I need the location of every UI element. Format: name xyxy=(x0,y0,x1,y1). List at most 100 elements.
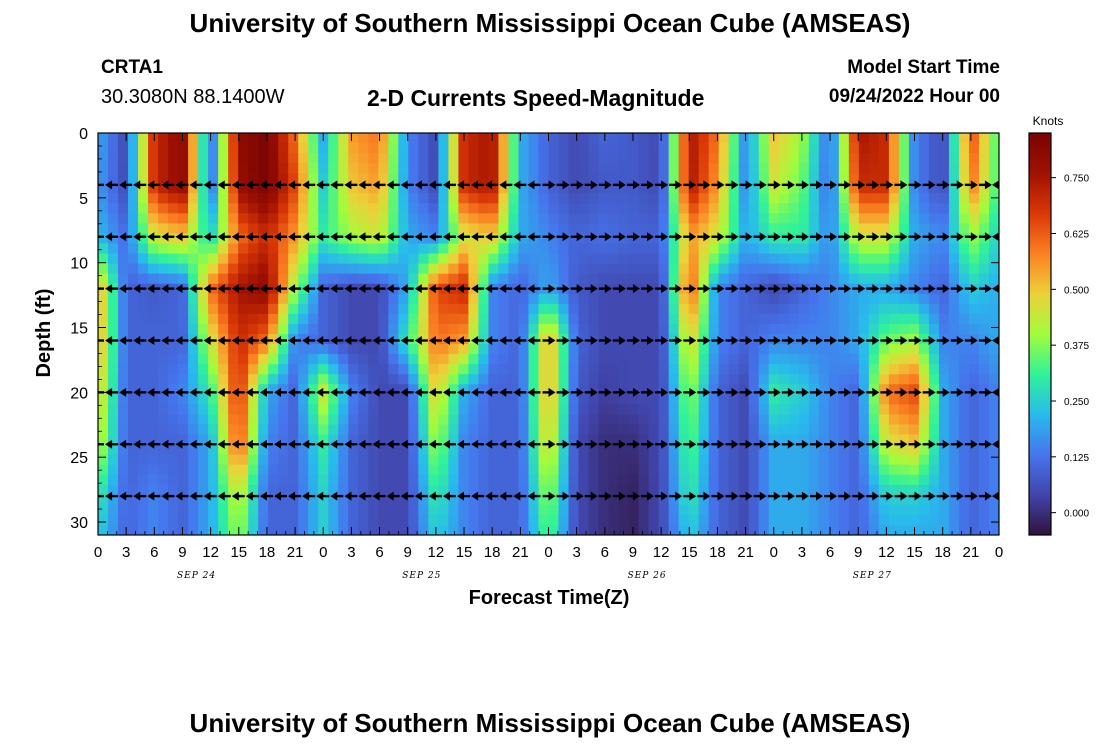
current-arrow xyxy=(824,491,838,501)
heatmap-cell xyxy=(788,334,800,345)
heatmap-cell xyxy=(628,454,640,466)
heatmap-cell xyxy=(158,173,169,184)
heatmap-cell xyxy=(328,494,339,506)
heatmap-cell xyxy=(418,313,429,325)
heatmap-cell xyxy=(408,193,419,204)
heatmap-cell xyxy=(428,223,439,235)
heatmap-cell xyxy=(328,173,339,184)
heatmap-cell xyxy=(228,394,239,405)
current-arrow xyxy=(457,387,471,397)
heatmap-cell xyxy=(898,193,910,204)
heatmap-cell xyxy=(448,203,459,214)
heatmap-cell xyxy=(118,524,129,535)
current-arrow xyxy=(245,335,259,345)
heatmap-cell xyxy=(648,273,660,285)
heatmap-cell xyxy=(268,474,279,486)
heatmap-cell xyxy=(368,394,379,405)
heatmap-cell xyxy=(938,163,950,174)
heatmap-cell xyxy=(868,203,880,214)
current-arrow xyxy=(739,439,753,449)
current-arrow xyxy=(683,284,697,294)
heatmap-cell xyxy=(298,173,309,184)
heatmap-cell xyxy=(748,434,760,446)
heatmap-cell xyxy=(908,474,920,486)
heatmap-cell xyxy=(688,474,700,486)
current-arrow xyxy=(669,491,683,501)
heatmap-cell xyxy=(118,263,129,275)
heatmap-cell xyxy=(548,323,560,335)
heatmap-cell xyxy=(228,253,239,265)
heatmap-cell xyxy=(138,233,149,245)
current-arrow xyxy=(922,439,936,449)
heatmap-cell xyxy=(848,223,860,235)
heatmap-cell xyxy=(218,374,229,385)
heatmap-cell xyxy=(288,434,299,446)
current-arrow-head xyxy=(274,439,282,449)
current-arrow-head xyxy=(316,439,324,449)
heatmap-cell xyxy=(98,263,109,275)
heatmap-cell xyxy=(328,313,339,325)
heatmap-cell xyxy=(318,374,329,385)
current-arrow-head xyxy=(372,439,380,449)
heatmap-cell xyxy=(398,514,409,526)
heatmap-cell xyxy=(258,424,269,436)
heatmap-cell xyxy=(708,323,720,335)
current-arrow-head xyxy=(372,491,380,501)
heatmap-cell xyxy=(558,474,570,486)
heatmap-cell xyxy=(508,414,520,426)
heatmap-cell xyxy=(428,153,439,164)
heatmap-cell xyxy=(828,354,840,365)
heatmap-cell xyxy=(588,354,600,365)
heatmap-cell xyxy=(818,313,830,325)
heatmap-cell xyxy=(218,504,229,516)
heatmap-cell xyxy=(258,143,269,154)
heatmap-cell xyxy=(588,253,600,265)
current-arrow xyxy=(655,232,669,242)
heatmap-cell xyxy=(628,364,640,375)
heatmap-cell xyxy=(788,243,800,255)
heatmap-cell xyxy=(948,524,960,535)
heatmap-cell xyxy=(858,243,870,255)
heatmap-cell xyxy=(118,354,129,365)
heatmap-cell xyxy=(778,263,790,275)
heatmap-cell xyxy=(358,444,369,456)
heatmap-cell xyxy=(558,163,570,174)
heatmap-cell xyxy=(528,173,540,184)
heatmap-cell xyxy=(678,143,690,154)
heatmap-cell xyxy=(318,233,329,245)
heatmap-cell xyxy=(478,364,490,375)
heatmap-cell xyxy=(978,484,990,496)
heatmap-cell xyxy=(698,143,710,154)
heatmap-cell xyxy=(908,424,920,436)
current-arrow-head xyxy=(274,284,282,294)
heatmap-cell xyxy=(208,153,219,164)
heatmap-cell xyxy=(848,344,860,355)
heatmap-cell xyxy=(748,384,760,395)
heatmap-cell xyxy=(968,494,980,506)
current-arrow xyxy=(598,491,612,501)
heatmap-cell xyxy=(488,454,500,466)
current-arrow xyxy=(669,439,683,449)
heatmap-cell xyxy=(268,133,279,144)
heatmap-cell xyxy=(138,163,149,174)
heatmap-cell xyxy=(408,203,419,214)
heatmap-cell xyxy=(808,494,820,506)
current-arrow xyxy=(147,180,161,190)
current-arrow-head xyxy=(105,491,113,501)
current-arrow-head xyxy=(787,491,795,501)
heatmap-cell xyxy=(288,484,299,496)
heatmap-cell xyxy=(888,454,900,466)
current-arrow xyxy=(133,335,147,345)
heatmap-cell xyxy=(318,344,329,355)
heatmap-cell xyxy=(958,384,970,395)
heatmap-cell xyxy=(358,223,369,235)
heatmap-cell xyxy=(328,364,339,375)
heatmap-cell xyxy=(608,384,620,395)
current-arrow-head xyxy=(548,232,556,242)
heatmap-cell xyxy=(498,313,510,325)
heatmap-cell xyxy=(918,193,930,204)
heatmap-cell xyxy=(338,293,349,305)
heatmap-cell xyxy=(788,514,800,526)
heatmap-cell xyxy=(168,293,179,305)
heatmap-cell xyxy=(758,273,770,285)
